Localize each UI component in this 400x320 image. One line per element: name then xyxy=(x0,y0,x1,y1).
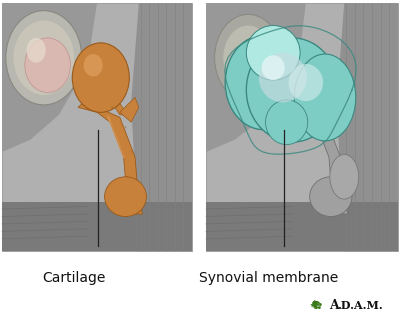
Ellipse shape xyxy=(310,177,352,216)
Polygon shape xyxy=(2,3,97,152)
Ellipse shape xyxy=(124,126,126,128)
Ellipse shape xyxy=(223,26,273,90)
Ellipse shape xyxy=(84,54,103,76)
Polygon shape xyxy=(283,102,348,214)
Ellipse shape xyxy=(262,55,285,80)
Ellipse shape xyxy=(111,106,113,109)
Ellipse shape xyxy=(27,38,46,63)
Ellipse shape xyxy=(127,176,128,178)
Polygon shape xyxy=(206,3,306,152)
Bar xyxy=(2,3,192,251)
Polygon shape xyxy=(336,3,398,251)
Text: .D.A.M.: .D.A.M. xyxy=(337,300,382,311)
Polygon shape xyxy=(131,3,192,251)
Ellipse shape xyxy=(6,11,82,105)
Ellipse shape xyxy=(13,20,74,95)
Text: A: A xyxy=(329,299,338,312)
Ellipse shape xyxy=(105,177,146,216)
Bar xyxy=(2,202,192,251)
Text: ✿: ✿ xyxy=(312,300,322,311)
Ellipse shape xyxy=(330,155,359,199)
Polygon shape xyxy=(78,83,127,115)
Ellipse shape xyxy=(130,151,132,153)
Polygon shape xyxy=(78,102,142,214)
Text: Cartilage: Cartilage xyxy=(42,271,106,285)
Bar xyxy=(206,3,398,251)
Ellipse shape xyxy=(225,36,302,130)
Text: Synovial membrane: Synovial membrane xyxy=(199,271,338,285)
Ellipse shape xyxy=(294,54,356,141)
Ellipse shape xyxy=(246,26,300,80)
Polygon shape xyxy=(120,97,139,122)
Ellipse shape xyxy=(288,64,323,101)
Ellipse shape xyxy=(25,38,70,92)
Ellipse shape xyxy=(246,38,338,142)
Bar xyxy=(206,202,398,251)
Ellipse shape xyxy=(215,14,282,101)
Ellipse shape xyxy=(266,100,308,145)
Ellipse shape xyxy=(259,53,307,102)
Ellipse shape xyxy=(72,43,129,112)
